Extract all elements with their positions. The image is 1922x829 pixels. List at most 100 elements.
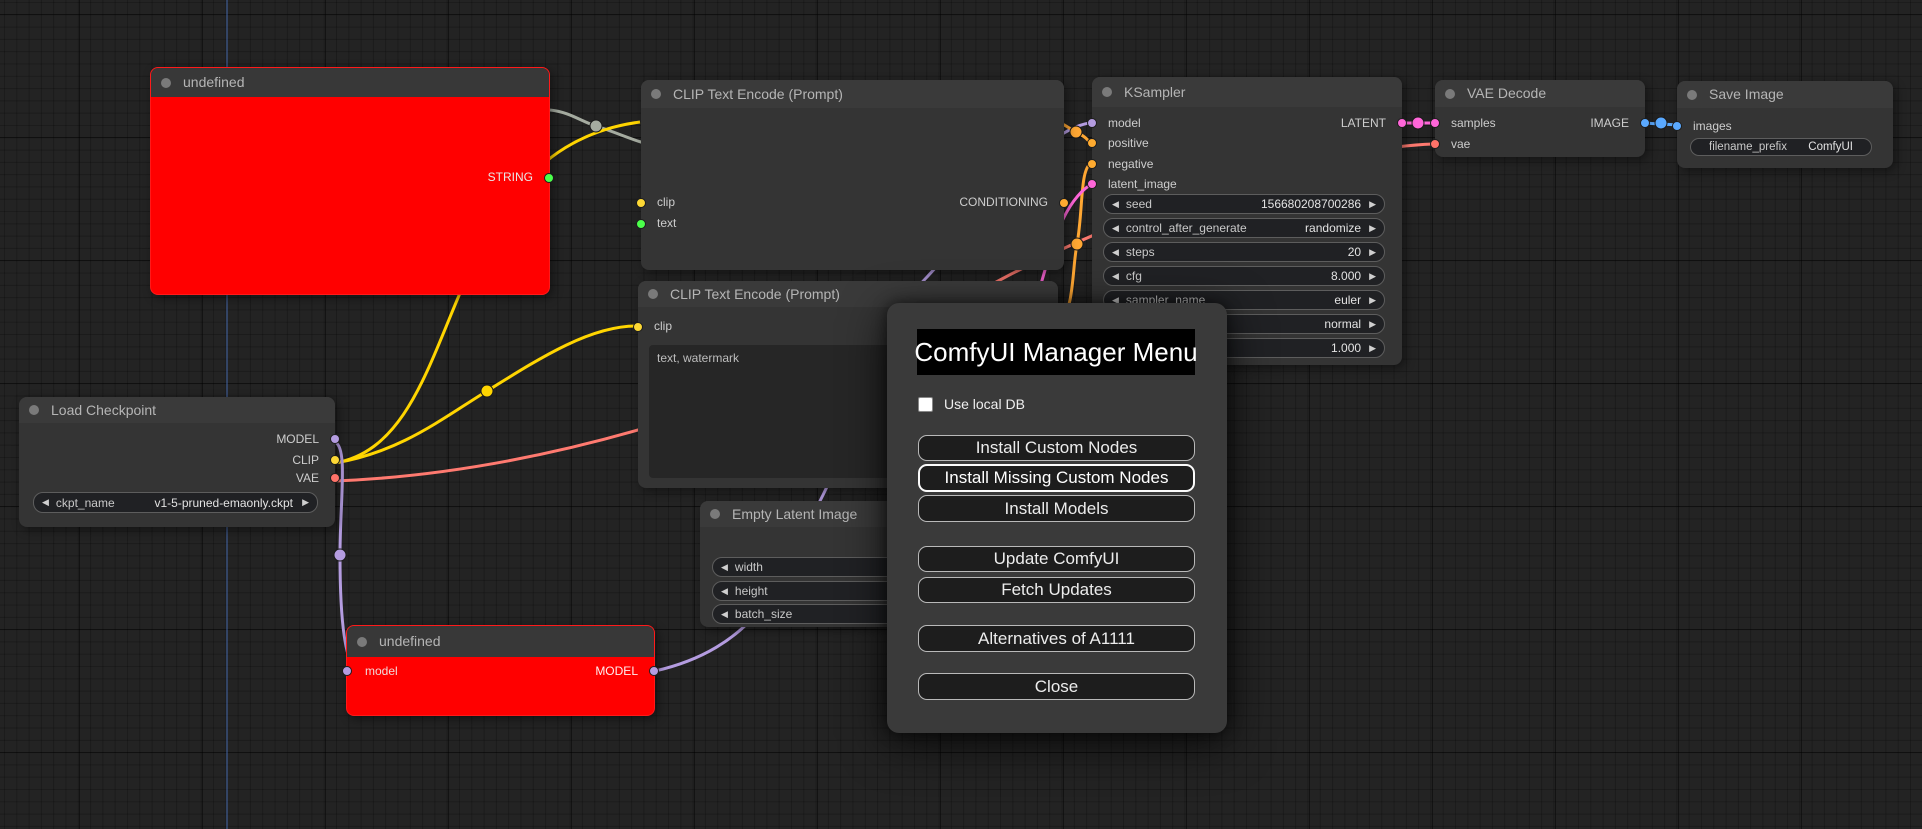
input-clip-port[interactable] (633, 322, 643, 332)
arrow-left-icon[interactable]: ◀ (1112, 222, 1119, 233)
input-clip-port[interactable] (636, 198, 646, 208)
install-custom-nodes-button[interactable]: Install Custom Nodes (918, 435, 1195, 461)
node-undefined-bottom[interactable]: undefined model MODEL (342, 625, 659, 716)
collapse-dot-icon[interactable] (651, 89, 661, 99)
reroute-dot[interactable] (1069, 125, 1083, 139)
use-local-db-row: Use local DB (918, 396, 1025, 412)
use-local-db-checkbox[interactable] (918, 396, 933, 412)
collapse-dot-icon[interactable] (161, 77, 171, 88)
arrow-left-icon[interactable]: ◀ (1112, 294, 1119, 305)
node-undefined-top[interactable]: undefined STRING (150, 67, 554, 295)
input-negative-label: negative (1108, 157, 1154, 171)
arrow-right-icon[interactable]: ▶ (1369, 294, 1376, 305)
alternatives-of-a1111-button[interactable]: Alternatives of A1111 (918, 625, 1195, 652)
arrow-right-icon[interactable]: ▶ (302, 497, 309, 507)
input-images-port[interactable] (1672, 121, 1682, 131)
output-model-port[interactable] (330, 434, 340, 444)
reroute-dot[interactable] (589, 119, 603, 133)
widget-label: control_after_generate (1125, 221, 1247, 235)
node-title: Save Image (1709, 86, 1784, 102)
input-negative-port[interactable] (1087, 159, 1097, 169)
input-model-port[interactable] (1087, 118, 1097, 128)
comfyui-manager-dialog: ComfyUI Manager Menu Use local DB Instal… (887, 303, 1227, 733)
node-load-checkpoint[interactable]: Load Checkpoint MODEL CLIP VAE ◀ ckpt_na… (19, 397, 340, 527)
input-model-port[interactable] (342, 666, 352, 676)
arrow-left-icon[interactable]: ◀ (721, 561, 728, 572)
install-models-button[interactable]: Install Models (918, 495, 1195, 522)
widget-filename-prefix[interactable]: filename_prefix ComfyUI (1690, 138, 1872, 156)
output-model-port[interactable] (649, 666, 659, 676)
input-samples-port[interactable] (1430, 118, 1440, 128)
widget-value: ComfyUI (1808, 141, 1853, 153)
collapse-dot-icon[interactable] (29, 405, 39, 415)
dialog-title: ComfyUI Manager Menu (914, 329, 1198, 375)
arrow-left-icon[interactable]: ◀ (1112, 246, 1119, 257)
close-button[interactable]: Close (918, 673, 1195, 700)
widget-control-after-generate[interactable]: ◀ control_after_generate randomize ▶ (1103, 218, 1385, 238)
collapse-dot-icon[interactable] (710, 509, 720, 519)
output-image-port[interactable] (1640, 118, 1650, 128)
collapse-dot-icon[interactable] (1687, 89, 1697, 100)
output-conditioning-port[interactable] (1059, 198, 1069, 208)
node-title-bar[interactable]: CLIP Text Encode (Prompt) (638, 281, 1058, 307)
collapse-dot-icon[interactable] (1445, 88, 1455, 99)
reroute-dot[interactable] (480, 384, 494, 398)
node-title: undefined (183, 74, 245, 90)
arrow-left-icon[interactable]: ◀ (42, 497, 49, 507)
arrow-left-icon[interactable]: ◀ (721, 585, 728, 596)
node-title-bar[interactable]: undefined (151, 68, 549, 97)
node-title-bar[interactable]: CLIP Text Encode (Prompt) (641, 80, 1064, 108)
reroute-dot[interactable] (1070, 237, 1084, 251)
node-title: Load Checkpoint (51, 402, 157, 418)
input-text-port[interactable] (636, 219, 646, 229)
node-vae-decode[interactable]: VAE Decode samples vae IMAGE (1430, 80, 1650, 157)
arrow-right-icon[interactable]: ▶ (1369, 342, 1376, 353)
node-title-bar[interactable]: KSampler (1092, 77, 1402, 107)
widget-value: 8.000 (1331, 269, 1362, 283)
node-title: undefined (379, 633, 441, 649)
output-vae-port[interactable] (330, 473, 340, 483)
arrow-left-icon[interactable]: ◀ (1112, 198, 1119, 209)
node-save-image[interactable]: Save Image images filename_prefix ComfyU… (1672, 81, 1893, 168)
arrow-right-icon[interactable]: ▶ (1369, 270, 1376, 281)
reroute-dot[interactable] (1411, 116, 1425, 130)
widget-value: v1-5-pruned-emaonly.ckpt (154, 495, 293, 510)
output-clip-port[interactable] (330, 455, 340, 465)
widget-steps[interactable]: ◀ steps 20 ▶ (1103, 242, 1385, 262)
collapse-dot-icon[interactable] (357, 636, 367, 647)
reroute-dot[interactable] (1654, 116, 1668, 130)
widget-seed[interactable]: ◀ seed 156680208700286 ▶ (1103, 194, 1385, 214)
arrow-left-icon[interactable]: ◀ (721, 608, 728, 619)
collapse-dot-icon[interactable] (1102, 87, 1112, 97)
widget-ckpt-name[interactable]: ◀ ckpt_name v1-5-pruned-emaonly.ckpt ▶ (33, 492, 318, 513)
output-conditioning-label: CONDITIONING (959, 195, 1048, 209)
widget-cfg[interactable]: ◀ cfg 8.000 ▶ (1103, 266, 1385, 286)
output-string-port[interactable] (544, 173, 554, 183)
input-positive-port[interactable] (1087, 138, 1097, 148)
widget-label: width (734, 560, 763, 574)
widget-value: normal (1324, 317, 1362, 331)
arrow-right-icon[interactable]: ▶ (1369, 222, 1376, 233)
node-title-bar[interactable]: Save Image (1677, 81, 1893, 108)
node-clip-text-encode-top[interactable]: CLIP Text Encode (Prompt) clip text COND… (636, 80, 1069, 270)
input-latent-image-port[interactable] (1087, 179, 1097, 189)
node-title-bar[interactable]: undefined (347, 626, 654, 657)
update-comfyui-button[interactable]: Update ComfyUI (918, 546, 1195, 572)
arrow-right-icon[interactable]: ▶ (1369, 246, 1376, 257)
output-latent-port[interactable] (1397, 118, 1407, 128)
node-title-bar[interactable]: Load Checkpoint (19, 397, 335, 423)
collapse-dot-icon[interactable] (648, 289, 658, 299)
node-title: VAE Decode (1467, 85, 1547, 101)
input-vae-port[interactable] (1430, 139, 1440, 149)
arrow-right-icon[interactable]: ▶ (1369, 318, 1376, 329)
widget-value: randomize (1305, 221, 1362, 235)
install-missing-custom-nodes-button[interactable]: Install Missing Custom Nodes (918, 464, 1195, 492)
widget-value: 1.000 (1331, 341, 1362, 355)
arrow-left-icon[interactable]: ◀ (1112, 270, 1119, 281)
node-title-bar[interactable]: VAE Decode (1435, 80, 1645, 107)
reroute-dot[interactable] (333, 548, 347, 562)
use-local-db-label: Use local DB (944, 396, 1025, 412)
fetch-updates-button[interactable]: Fetch Updates (918, 577, 1195, 603)
arrow-right-icon[interactable]: ▶ (1369, 198, 1376, 209)
widget-label: ckpt_name (55, 495, 115, 510)
